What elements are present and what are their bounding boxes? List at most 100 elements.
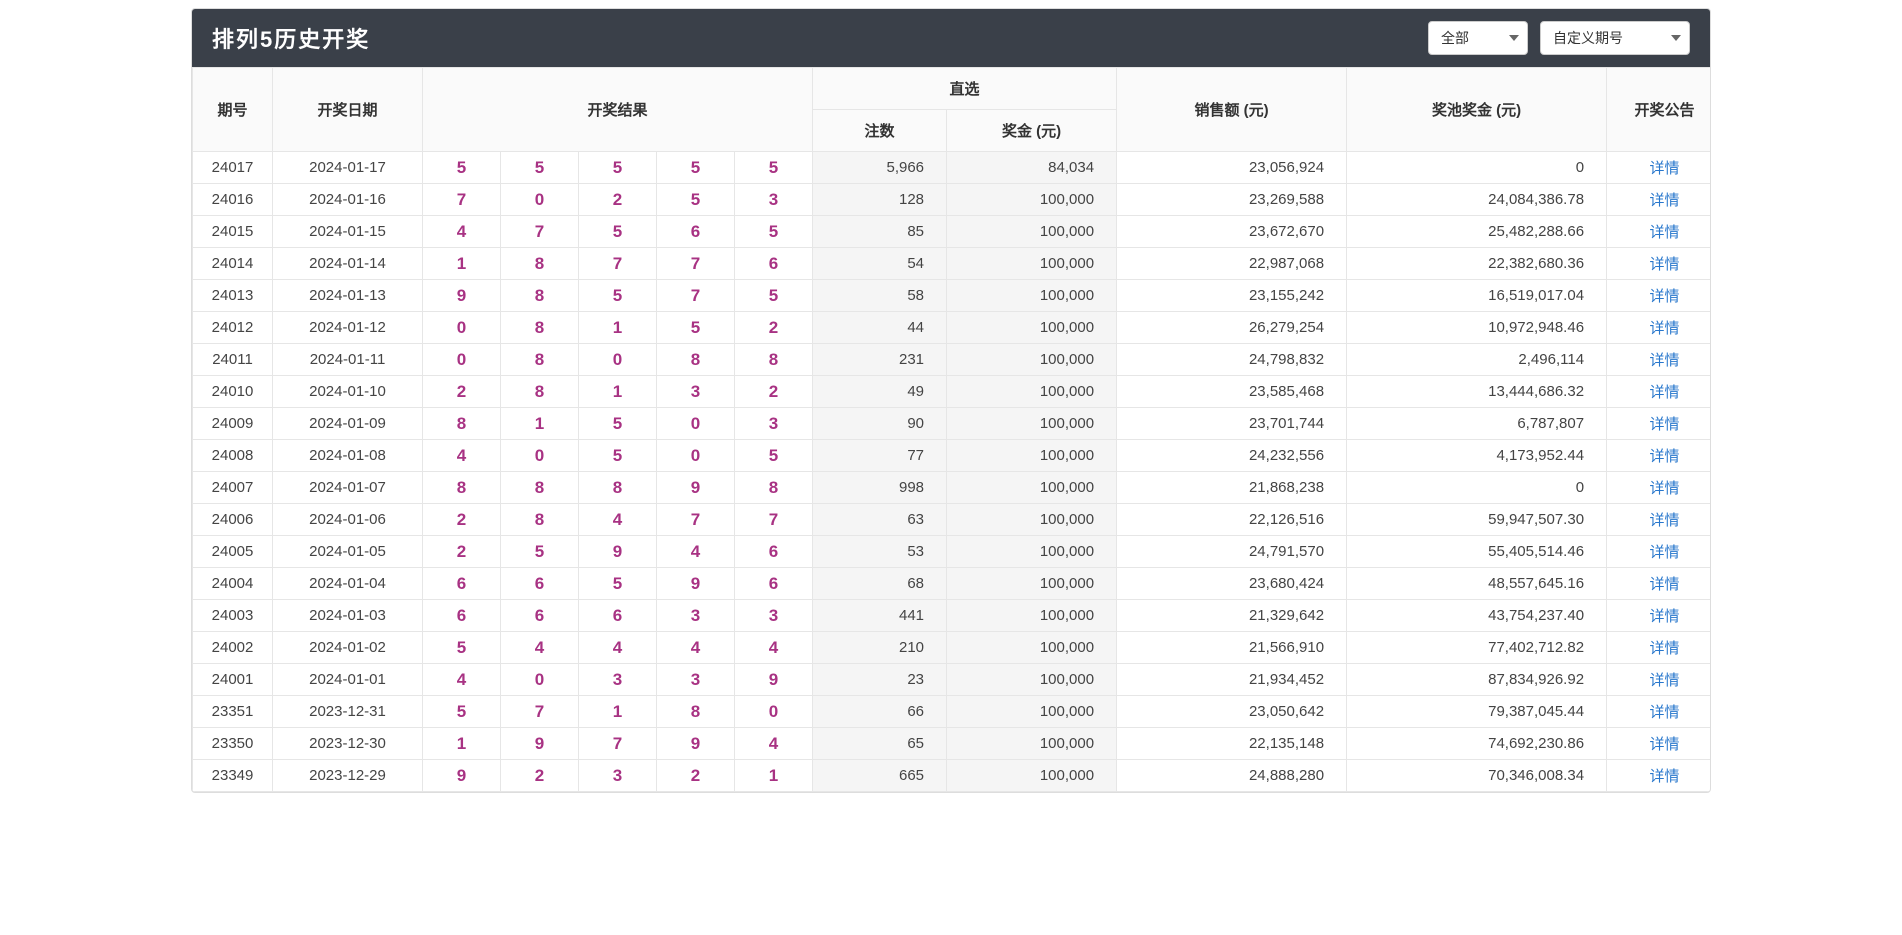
- detail-link[interactable]: 详情: [1650, 320, 1680, 337]
- detail-link[interactable]: 详情: [1650, 384, 1680, 401]
- cell-ball: 4: [579, 632, 657, 664]
- cell-ball: 8: [657, 344, 735, 376]
- filter-all-select[interactable]: 全部: [1428, 21, 1528, 55]
- cell-action: 详情: [1607, 216, 1711, 248]
- cell-date: 2024-01-13: [273, 280, 423, 312]
- cell-prize: 100,000: [947, 760, 1117, 792]
- cell-sales: 23,056,924: [1117, 152, 1347, 184]
- cell-ball: 3: [735, 184, 813, 216]
- cell-pool: 25,482,288.66: [1347, 216, 1607, 248]
- cell-sales: 23,680,424: [1117, 568, 1347, 600]
- detail-link[interactable]: 详情: [1650, 352, 1680, 369]
- detail-link[interactable]: 详情: [1650, 640, 1680, 657]
- cell-ball: 9: [579, 536, 657, 568]
- table-row: 240012024-01-014033923100,00021,934,4528…: [193, 664, 1712, 696]
- col-date: 开奖日期: [273, 68, 423, 152]
- cell-period: 24013: [193, 280, 273, 312]
- cell-action: 详情: [1607, 440, 1711, 472]
- cell-period: 24010: [193, 376, 273, 408]
- cell-count: 998: [813, 472, 947, 504]
- cell-date: 2024-01-05: [273, 536, 423, 568]
- cell-pool: 77,402,712.82: [1347, 632, 1607, 664]
- cell-ball: 5: [579, 408, 657, 440]
- detail-link[interactable]: 详情: [1650, 416, 1680, 433]
- cell-count: 441: [813, 600, 947, 632]
- col-result: 开奖结果: [423, 68, 813, 152]
- cell-sales: 23,701,744: [1117, 408, 1347, 440]
- cell-pool: 10,972,948.46: [1347, 312, 1607, 344]
- cell-sales: 24,232,556: [1117, 440, 1347, 472]
- cell-date: 2024-01-16: [273, 184, 423, 216]
- detail-link[interactable]: 详情: [1650, 576, 1680, 593]
- cell-ball: 0: [579, 344, 657, 376]
- col-sales: 销售额 (元): [1117, 68, 1347, 152]
- cell-period: 24008: [193, 440, 273, 472]
- detail-link[interactable]: 详情: [1650, 704, 1680, 721]
- cell-count: 665: [813, 760, 947, 792]
- detail-link[interactable]: 详情: [1650, 160, 1680, 177]
- detail-link[interactable]: 详情: [1650, 736, 1680, 753]
- table-row: 240072024-01-0788898998100,00021,868,238…: [193, 472, 1712, 504]
- detail-link[interactable]: 详情: [1650, 256, 1680, 273]
- cell-ball: 8: [501, 376, 579, 408]
- detail-link[interactable]: 详情: [1650, 672, 1680, 689]
- detail-link[interactable]: 详情: [1650, 224, 1680, 241]
- cell-period: 24017: [193, 152, 273, 184]
- cell-ball: 5: [657, 184, 735, 216]
- cell-ball: 7: [735, 504, 813, 536]
- cell-sales: 23,269,588: [1117, 184, 1347, 216]
- cell-ball: 8: [501, 248, 579, 280]
- detail-link[interactable]: 详情: [1650, 608, 1680, 625]
- cell-prize: 100,000: [947, 280, 1117, 312]
- cell-ball: 0: [501, 184, 579, 216]
- cell-date: 2024-01-17: [273, 152, 423, 184]
- cell-sales: 26,279,254: [1117, 312, 1347, 344]
- cell-ball: 8: [501, 280, 579, 312]
- table-row: 240172024-01-17555555,96684,03423,056,92…: [193, 152, 1712, 184]
- cell-count: 63: [813, 504, 947, 536]
- cell-prize: 100,000: [947, 440, 1117, 472]
- cell-action: 详情: [1607, 696, 1711, 728]
- table-row: 240042024-01-046659668100,00023,680,4244…: [193, 568, 1712, 600]
- detail-link[interactable]: 详情: [1650, 512, 1680, 529]
- cell-ball: 0: [735, 696, 813, 728]
- cell-date: 2023-12-29: [273, 760, 423, 792]
- detail-link[interactable]: 详情: [1650, 288, 1680, 305]
- cell-prize: 100,000: [947, 312, 1117, 344]
- cell-prize: 100,000: [947, 536, 1117, 568]
- cell-date: 2024-01-03: [273, 600, 423, 632]
- cell-count: 5,966: [813, 152, 947, 184]
- table-row: 240122024-01-120815244100,00026,279,2541…: [193, 312, 1712, 344]
- cell-count: 66: [813, 696, 947, 728]
- cell-ball: 5: [735, 280, 813, 312]
- table-body: 240172024-01-17555555,96684,03423,056,92…: [193, 152, 1712, 792]
- cell-period: 24016: [193, 184, 273, 216]
- cell-ball: 4: [579, 504, 657, 536]
- cell-ball: 6: [735, 536, 813, 568]
- cell-ball: 7: [579, 248, 657, 280]
- detail-link[interactable]: 详情: [1650, 448, 1680, 465]
- detail-link[interactable]: 详情: [1650, 192, 1680, 209]
- cell-ball: 4: [657, 536, 735, 568]
- cell-action: 详情: [1607, 632, 1711, 664]
- cell-prize: 100,000: [947, 600, 1117, 632]
- cell-ball: 8: [501, 312, 579, 344]
- cell-prize: 100,000: [947, 632, 1117, 664]
- cell-date: 2024-01-04: [273, 568, 423, 600]
- cell-sales: 21,566,910: [1117, 632, 1347, 664]
- col-prize: 奖金 (元): [947, 110, 1117, 152]
- detail-link[interactable]: 详情: [1650, 768, 1680, 785]
- cell-period: 24009: [193, 408, 273, 440]
- detail-link[interactable]: 详情: [1650, 480, 1680, 497]
- table-row: 240092024-01-098150390100,00023,701,7446…: [193, 408, 1712, 440]
- detail-link[interactable]: 详情: [1650, 544, 1680, 561]
- cell-prize: 100,000: [947, 248, 1117, 280]
- cell-sales: 22,126,516: [1117, 504, 1347, 536]
- filter-custom-select[interactable]: 自定义期号: [1540, 21, 1690, 55]
- cell-period: 24003: [193, 600, 273, 632]
- table-row: 233512023-12-315718066100,00023,050,6427…: [193, 696, 1712, 728]
- cell-action: 详情: [1607, 184, 1711, 216]
- table-row: 240152024-01-154756585100,00023,672,6702…: [193, 216, 1712, 248]
- cell-ball: 8: [579, 472, 657, 504]
- cell-action: 详情: [1607, 600, 1711, 632]
